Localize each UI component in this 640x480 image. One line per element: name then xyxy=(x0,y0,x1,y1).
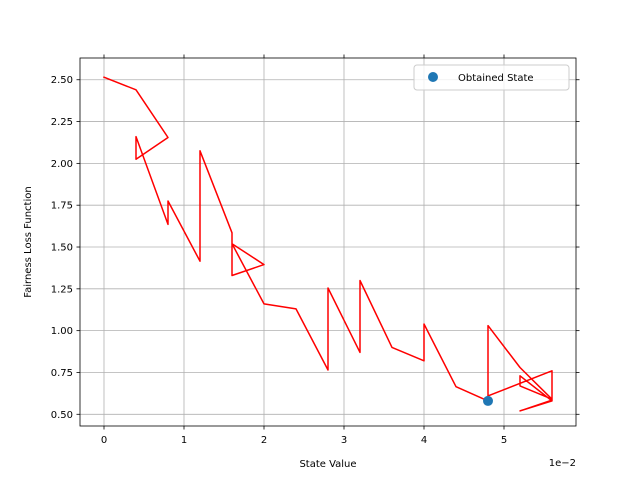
y-tick-label: 1.50 xyxy=(51,243,73,254)
legend-marker xyxy=(428,72,438,82)
x-axis-label: State Value xyxy=(299,459,356,470)
x-tick-label: 3 xyxy=(341,435,347,446)
y-tick-label: 2.25 xyxy=(51,117,73,128)
x-tick-label: 4 xyxy=(421,435,427,446)
legend-box xyxy=(413,64,570,91)
y-tick-label: 1.25 xyxy=(51,284,73,295)
marker-layer xyxy=(483,395,493,406)
y-tick-label: 0.75 xyxy=(51,368,73,379)
y-tick-label: 0.50 xyxy=(51,410,73,421)
ticks: 0 1 2 3 4 5 0.50 0.75 1.00 1.25 1.50 1.75 2.00 2.25 2.… xyxy=(51,54,580,446)
x-tick-label: 5 xyxy=(501,435,507,446)
series-line xyxy=(103,76,553,412)
series-layer xyxy=(103,76,553,412)
y-tick-label: 2.50 xyxy=(51,75,73,86)
legend: Obtained State xyxy=(413,64,570,91)
y-tick-label: 2.00 xyxy=(51,159,73,170)
x-tick-label: 2 xyxy=(261,435,267,446)
axes-frame xyxy=(79,57,577,427)
y-tick-label: 1.00 xyxy=(51,326,73,337)
x-tick-label: 0 xyxy=(101,435,107,446)
y-axis-label: Fairness Loss Function xyxy=(23,186,34,297)
x-axis-offset-label: 1e−2 xyxy=(549,458,576,469)
y-tick-label: 1.75 xyxy=(51,201,73,212)
x-tick-label: 1 xyxy=(181,435,187,446)
legend-label: Obtained State xyxy=(458,73,534,84)
obtained-state-point xyxy=(483,395,493,406)
